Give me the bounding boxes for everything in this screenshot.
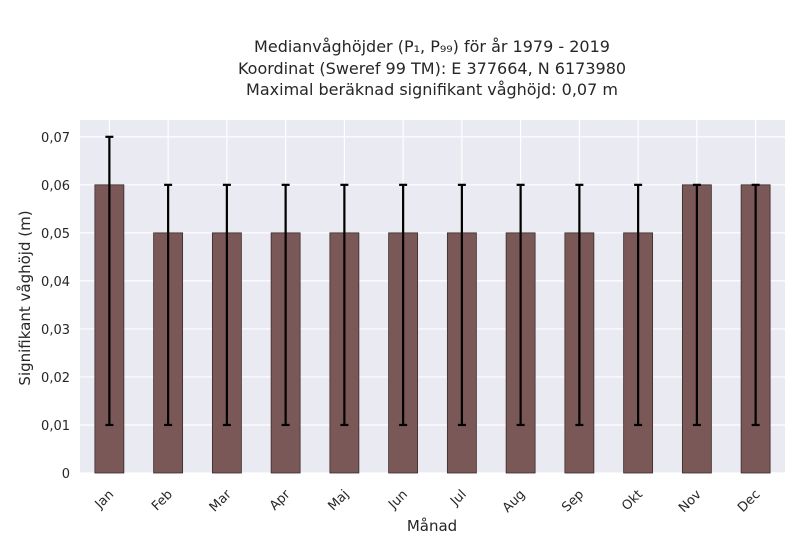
x-tick-label: Jan xyxy=(92,487,117,512)
title-line-3: Maximal beräknad signifikant våghöjd: 0,… xyxy=(246,80,618,99)
error-bar-okt xyxy=(634,183,643,427)
x-axis-label: Månad xyxy=(407,517,457,535)
error-bar-dec xyxy=(751,183,760,427)
error-bar-maj xyxy=(340,183,349,427)
x-tick-label: Nov xyxy=(676,487,705,516)
plot-area xyxy=(80,120,785,473)
x-tick-labels: Jan Feb Mar Apr Maj Jun Jul Aug Sep Okt Nov Dec xyxy=(92,487,764,516)
x-tick-label: Sep xyxy=(559,487,587,515)
y-tick-labels: 0 0,01 0,02 0,03 0,04 0,05 0,06 0,07 xyxy=(41,131,70,482)
y-tick-label: 0,03 xyxy=(41,323,70,338)
error-bar-sep xyxy=(575,183,584,427)
x-tick-label: Maj xyxy=(325,487,352,514)
y-tick-label: 0,02 xyxy=(41,371,70,386)
error-bars xyxy=(105,135,760,427)
chart-title: Medianvåghöjder (P₁, P₉₉) för år 1979 - … xyxy=(238,37,626,99)
error-bar-apr xyxy=(281,183,290,427)
y-tick-label: 0,04 xyxy=(41,275,70,290)
error-bar-nov xyxy=(692,183,701,427)
error-bar-jun xyxy=(399,183,408,427)
x-tick-label: Dec xyxy=(735,487,763,515)
y-tick-label: 0 xyxy=(62,467,70,482)
error-bar-jan xyxy=(105,135,114,427)
error-bar-jul xyxy=(457,183,466,427)
x-tick-label: Jun xyxy=(385,487,411,513)
y-tick-label: 0,01 xyxy=(41,419,70,434)
x-tick-label: Mar xyxy=(207,487,235,515)
x-tick-label: Okt xyxy=(619,487,646,514)
y-gridlines xyxy=(80,136,785,474)
x-tick-label: Apr xyxy=(267,487,294,514)
error-bar-feb xyxy=(164,183,173,427)
y-axis-label: Signifikant våghöjd (m) xyxy=(16,210,34,385)
y-tick-label: 0,06 xyxy=(41,179,70,194)
title-line-2: Koordinat (Sweref 99 TM): E 377664, N 61… xyxy=(238,59,626,78)
error-bar-mar xyxy=(222,183,231,427)
y-tick-label: 0,05 xyxy=(41,227,70,242)
x-tick-label: Feb xyxy=(149,487,176,514)
x-tick-label: Jul xyxy=(447,487,469,509)
x-tick-label: Aug xyxy=(500,487,529,516)
error-bar-aug xyxy=(516,183,525,427)
title-line-1: Medianvåghöjder (P₁, P₉₉) för år 1979 - … xyxy=(254,37,610,56)
y-tick-label: 0,07 xyxy=(41,131,70,146)
